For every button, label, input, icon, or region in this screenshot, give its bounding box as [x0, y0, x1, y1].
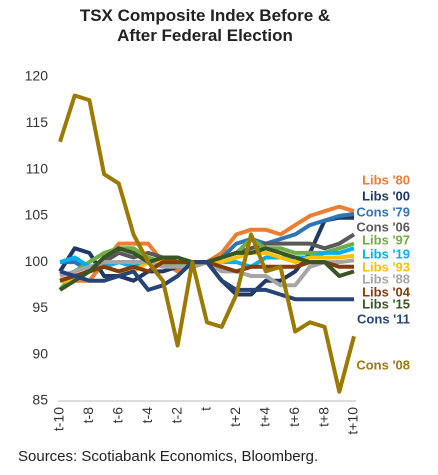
y-tick-label: 95 [32, 299, 48, 315]
y-tick-label: 85 [32, 392, 48, 408]
series-line [58, 93, 356, 394]
chart: 85 90 95 100 105 110 115 120 t-10 t-8 t-6 t-4 t-2 t t+… [25, 68, 411, 435]
y-tick-label: 90 [32, 345, 48, 361]
y-tick-label: 115 [26, 114, 49, 130]
legend-label: Libs '88 [362, 271, 410, 286]
y-tick-label: 100 [25, 253, 49, 269]
legend-label: Cons '06 [356, 219, 410, 234]
x-tick-label: t+10 [345, 407, 361, 435]
y-tick-label: 120 [25, 68, 49, 84]
x-tick-label: t-2 [168, 407, 184, 424]
legend-label: Libs '93 [362, 259, 410, 274]
series-line [59, 260, 354, 302]
x-tick-label: t-8 [80, 407, 96, 424]
y-tick-label: 110 [26, 160, 49, 176]
legend-label: Cons '79 [356, 204, 410, 219]
legend-label: Libs '04 [362, 284, 411, 299]
x-tick-label: t-10 [51, 407, 67, 431]
legend-label: Cons '11 [357, 311, 410, 326]
legend-label: Libs '00 [362, 188, 410, 203]
source-note: Sources: Scotiabank Economics, Bloomberg… [18, 448, 319, 465]
legend-label: Libs '19 [362, 246, 410, 261]
chart-title: TSX Composite Index Before & After Feder… [79, 6, 331, 45]
x-tick-label: t-4 [139, 407, 155, 424]
legend-label: Libs '80 [362, 172, 410, 187]
legend-label: Libs '15 [362, 296, 410, 311]
x-tick-label: t+2 [227, 407, 243, 427]
x-tick-label: t+4 [257, 407, 273, 427]
x-tick-label: t+6 [286, 407, 302, 427]
x-tick-label: t [198, 407, 214, 411]
x-tick-label: t+8 [315, 407, 331, 427]
y-tick-label: 105 [25, 207, 49, 223]
x-tick-label: t-6 [110, 407, 126, 424]
legend-label: Cons '08 [356, 357, 410, 372]
legend-label: Libs '97 [362, 232, 410, 247]
